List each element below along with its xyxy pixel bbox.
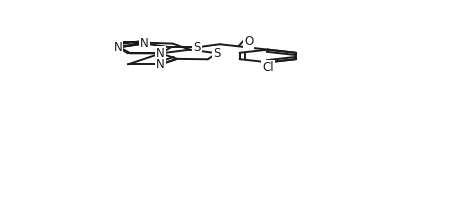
Text: Cl: Cl bbox=[262, 61, 274, 74]
Text: N: N bbox=[156, 47, 165, 60]
Text: N: N bbox=[140, 37, 149, 50]
Text: N: N bbox=[156, 58, 165, 71]
Text: S: S bbox=[193, 41, 201, 54]
Text: S: S bbox=[213, 47, 221, 60]
Text: O: O bbox=[244, 35, 253, 48]
Text: N: N bbox=[114, 41, 122, 54]
